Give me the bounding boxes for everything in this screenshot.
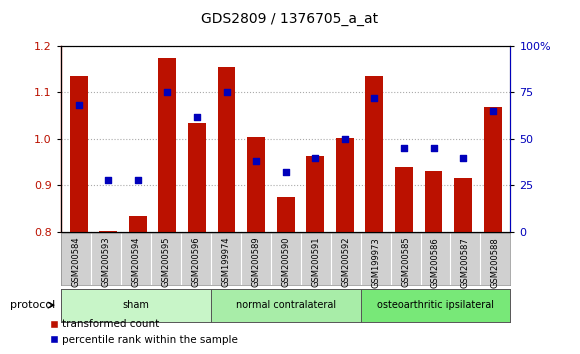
Text: GSM200587: GSM200587 xyxy=(461,237,470,287)
Text: normal contralateral: normal contralateral xyxy=(235,300,336,310)
Text: GSM200596: GSM200596 xyxy=(191,237,200,287)
Point xyxy=(74,103,84,108)
Bar xyxy=(158,58,176,232)
Text: GSM200584: GSM200584 xyxy=(71,237,81,287)
Point xyxy=(163,90,172,95)
Point xyxy=(133,177,143,183)
Bar xyxy=(336,138,354,232)
Text: sham: sham xyxy=(122,300,149,310)
Point xyxy=(429,145,438,151)
Text: GSM199974: GSM199974 xyxy=(221,237,230,287)
Bar xyxy=(365,76,383,232)
Bar xyxy=(306,156,324,232)
Bar xyxy=(218,67,235,232)
Point xyxy=(252,159,261,164)
Text: GDS2809 / 1376705_a_at: GDS2809 / 1376705_a_at xyxy=(201,12,379,27)
Bar xyxy=(454,178,472,232)
Text: protocol: protocol xyxy=(10,300,56,310)
Point xyxy=(399,145,408,151)
Text: GSM200588: GSM200588 xyxy=(491,237,500,287)
Bar xyxy=(188,123,206,232)
Legend: transformed count, percentile rank within the sample: transformed count, percentile rank withi… xyxy=(46,315,242,349)
Text: GSM199973: GSM199973 xyxy=(371,237,380,287)
Point xyxy=(458,155,467,160)
Bar xyxy=(484,107,502,232)
Bar xyxy=(129,216,147,232)
Bar xyxy=(277,197,295,232)
Bar xyxy=(247,137,265,232)
Text: GSM200586: GSM200586 xyxy=(431,237,440,287)
Point xyxy=(104,177,113,183)
Text: GSM200590: GSM200590 xyxy=(281,237,290,287)
Point xyxy=(340,136,349,142)
Text: osteoarthritic ipsilateral: osteoarthritic ipsilateral xyxy=(377,300,494,310)
Text: GSM200589: GSM200589 xyxy=(251,237,260,287)
Point xyxy=(193,114,202,119)
Point xyxy=(310,155,320,160)
Text: GSM200595: GSM200595 xyxy=(161,237,171,287)
Text: GSM200594: GSM200594 xyxy=(131,237,140,287)
Text: GSM200591: GSM200591 xyxy=(311,237,320,287)
Bar xyxy=(99,231,117,232)
Bar xyxy=(425,171,443,232)
Point xyxy=(222,90,231,95)
Bar xyxy=(70,76,88,232)
Bar xyxy=(395,167,413,232)
Text: GSM200593: GSM200593 xyxy=(102,237,110,287)
Text: GSM200585: GSM200585 xyxy=(401,237,410,287)
Text: GSM200592: GSM200592 xyxy=(341,237,350,287)
Point xyxy=(281,170,290,175)
Point xyxy=(488,108,497,114)
Point xyxy=(369,95,379,101)
